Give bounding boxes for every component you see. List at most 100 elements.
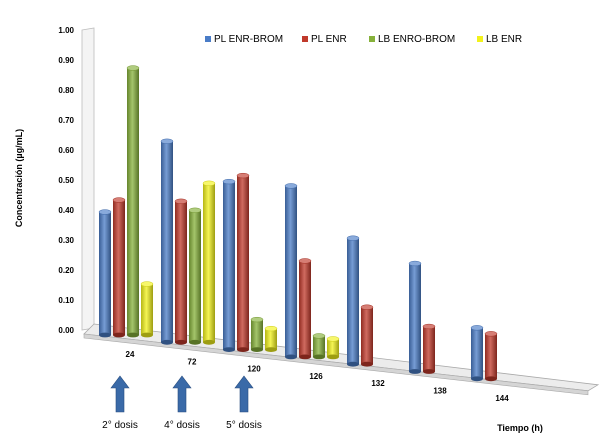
bar-cap [360, 304, 374, 310]
bar-cap [98, 209, 112, 215]
legend-swatch [302, 36, 308, 42]
up-arrow-icon [234, 375, 254, 413]
y-tick-label: 0.60 [58, 146, 74, 155]
y-tick-label: 0.20 [58, 266, 74, 275]
bar-body [361, 307, 373, 365]
bar-body [423, 326, 435, 372]
y-tick-label: 0.90 [58, 56, 74, 65]
y-tick-label: 0.50 [58, 176, 74, 185]
bar-lb-enr-24 [140, 281, 154, 338]
bar-pl-enr-brom-132 [346, 235, 360, 367]
bar-cap [250, 316, 264, 323]
bar-cap [470, 325, 484, 331]
bar-lb-enro-brom-126 [312, 333, 326, 360]
bar-body [409, 263, 421, 372]
bar-lb-enro-brom-120 [250, 316, 264, 352]
y-tick-label: 0.00 [58, 326, 74, 335]
legend-item: LB ENR [477, 34, 522, 45]
x-tick-labels: 24 72 120 126 132 138 144 [126, 350, 510, 403]
bar-base [327, 354, 339, 360]
bar-base [471, 376, 483, 382]
x-tick-label: 72 [188, 357, 197, 366]
bar-base [113, 332, 125, 338]
bar-base [189, 339, 201, 345]
bar-cap [484, 331, 498, 337]
bar-body [113, 200, 125, 335]
bar-lb-enro-brom-24 [126, 65, 140, 338]
bar-cap [126, 65, 140, 71]
bar-cap [188, 207, 202, 213]
bar-base [161, 339, 173, 345]
bar-body [251, 319, 263, 350]
bar-base [285, 354, 297, 360]
bar-cap [326, 336, 340, 342]
bar-cap [346, 235, 360, 241]
y-tick-label: 0.40 [58, 206, 74, 215]
bar-base [175, 339, 187, 345]
bar-lb-enro-brom-72 [188, 207, 202, 345]
bar-lb-enr-120 [264, 325, 278, 352]
bar-base [313, 354, 325, 360]
legend-item: LB ENRO-BROM [369, 34, 455, 45]
legend-item: PL ENR-BROM [205, 34, 283, 45]
dose-annotation: 2° dosis [102, 375, 138, 431]
bar-pl-enr-brom-126 [284, 183, 298, 360]
bar-pl-enr-72 [174, 198, 188, 345]
bar-body [285, 185, 297, 357]
bar-base [141, 332, 153, 338]
legend-swatch [369, 36, 375, 42]
x-tick-label: 144 [495, 394, 509, 403]
dose-annotations: 2° dosis 4° dosis 5° dosis [102, 375, 262, 431]
y-tick-label: 0.10 [58, 296, 74, 305]
dose-annotation: 5° dosis [226, 375, 262, 431]
bar-body [471, 327, 483, 379]
bar-body [189, 210, 201, 343]
bar-base [251, 347, 263, 352]
bar-pl-enr-brom-120 [222, 178, 236, 352]
bar-body [327, 338, 339, 357]
y-axis-wall [81, 27, 95, 331]
dose-label: 4° dosis [164, 420, 200, 431]
bar-cap [312, 333, 326, 339]
bar-body [175, 201, 187, 343]
bar-base [299, 354, 311, 360]
bar-body [223, 181, 235, 350]
legend-label: LB ENR [486, 34, 522, 45]
x-tick-label: 126 [309, 372, 323, 381]
dose-label: 5° dosis [226, 420, 262, 431]
legend-label: PL ENR-BROM [214, 34, 283, 45]
bar-pl-enr-brom-24 [98, 209, 112, 338]
bar-base [347, 361, 359, 367]
y-tick-label: 0.80 [58, 86, 74, 95]
bar-pl-enr-24 [112, 197, 126, 338]
y-tick-label: 0.30 [58, 236, 74, 245]
bar-pl-enr-132 [360, 304, 374, 367]
bar-base [361, 361, 373, 367]
bar-cap [298, 258, 312, 264]
legend-label: LB ENRO-BROM [378, 34, 455, 45]
bar-base [485, 376, 497, 382]
bar-base [423, 369, 435, 374]
bar-base [237, 347, 249, 352]
bar-body [161, 141, 173, 343]
bar-base [223, 347, 235, 352]
bar-cap [202, 180, 216, 186]
bar-lb-enr-72 [202, 180, 216, 345]
x-tick-label: 138 [433, 387, 447, 396]
bar-pl-enr-126 [298, 258, 312, 360]
bar-pl-enr-brom-144 [470, 325, 484, 382]
bar-body [203, 183, 215, 343]
y-tick-label: 0.70 [58, 116, 74, 125]
bars-layer [98, 65, 498, 382]
bar-lb-enr-126 [326, 336, 340, 360]
bar-base [203, 339, 215, 345]
y-tick-label: 1.00 [58, 26, 74, 35]
bar-cap [422, 323, 436, 330]
legend-label: PL ENR [311, 34, 347, 45]
bar-pl-enr-120 [236, 172, 250, 352]
bar-body [99, 212, 111, 335]
bar-cap [160, 138, 174, 144]
legend-swatch [205, 36, 211, 42]
x-tick-label: 132 [371, 379, 385, 388]
legend-item: PL ENR [302, 34, 347, 45]
